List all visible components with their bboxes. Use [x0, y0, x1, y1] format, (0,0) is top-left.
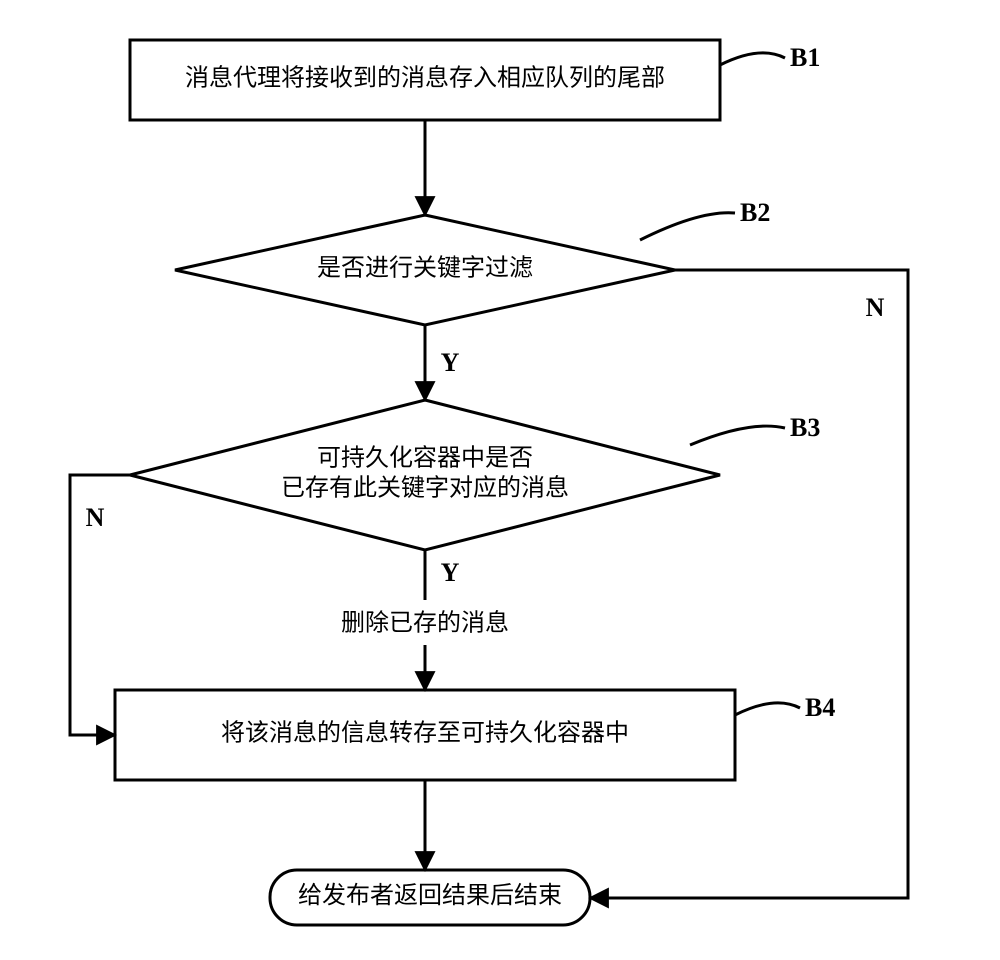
edge-label-e5_n_b2: N	[866, 293, 885, 322]
node-text-b1: 消息代理将接收到的消息存入相应队列的尾部	[185, 65, 665, 92]
callout-b1	[720, 53, 785, 65]
step-label-b1: B1	[790, 43, 820, 72]
edge-label-e6_n_b3: N	[86, 503, 105, 532]
action-text-action: 删除已存的消息	[341, 610, 509, 637]
node-text-b3-l1: 已存有此关键字对应的消息	[281, 475, 569, 502]
edge-label-e2: Y	[441, 348, 460, 377]
callout-b3	[690, 426, 785, 445]
step-label-b2: B2	[740, 198, 770, 227]
node-text-end: 给发布者返回结果后结束	[298, 882, 562, 909]
callout-b2	[640, 213, 735, 240]
step-label-b4: B4	[805, 693, 835, 722]
edge-e5_n_b2	[590, 270, 908, 898]
node-text-b3-l0: 可持久化容器中是否	[317, 445, 533, 472]
edge-label-e3: Y	[441, 558, 460, 587]
node-text-b2: 是否进行关键字过滤	[317, 255, 533, 282]
flowchart-diagram: 消息代理将接收到的消息存入相应队列的尾部 B1 是否进行关键字过滤 B2 可持久化容器中…	[0, 0, 1000, 960]
step-label-b3: B3	[790, 413, 820, 442]
node-text-b4: 将该消息的信息转存至可持久化容器中	[221, 720, 629, 747]
callout-b4	[735, 703, 800, 715]
